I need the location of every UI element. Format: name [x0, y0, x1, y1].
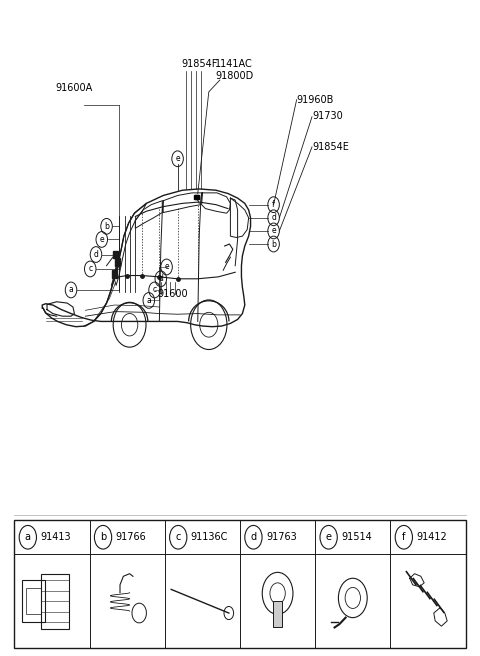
Text: c: c — [176, 532, 181, 543]
Text: d: d — [271, 213, 276, 222]
Text: 91136C: 91136C — [191, 532, 228, 543]
Bar — [112, 270, 117, 278]
Text: c: c — [153, 285, 156, 295]
Text: e: e — [325, 532, 332, 543]
Text: d: d — [94, 250, 98, 259]
Text: a: a — [69, 285, 73, 295]
Text: f: f — [402, 532, 406, 543]
Text: 91600A: 91600A — [55, 83, 93, 92]
Text: e: e — [164, 262, 169, 272]
Text: f: f — [272, 200, 275, 209]
Text: 91413: 91413 — [40, 532, 71, 543]
Text: e: e — [271, 226, 276, 236]
Text: e: e — [175, 154, 180, 163]
Text: e: e — [99, 235, 104, 244]
Bar — [41, 573, 69, 628]
Text: b: b — [271, 239, 276, 249]
Text: a: a — [25, 532, 31, 543]
Bar — [115, 258, 120, 266]
Text: a: a — [146, 296, 151, 305]
Text: 91854E: 91854E — [312, 142, 349, 152]
Text: d: d — [251, 532, 256, 543]
Bar — [113, 251, 118, 258]
Bar — [22, 580, 45, 622]
Bar — [14, 520, 466, 648]
Text: d: d — [158, 274, 163, 283]
Text: 91854F: 91854F — [181, 59, 218, 69]
Text: 91763: 91763 — [266, 532, 297, 543]
Text: 91960B: 91960B — [297, 95, 334, 105]
Text: c: c — [88, 264, 92, 274]
Text: 91800D: 91800D — [215, 71, 253, 81]
Text: 91730: 91730 — [312, 112, 343, 121]
Text: b: b — [100, 532, 106, 543]
Text: 91514: 91514 — [341, 532, 372, 543]
Text: 91766: 91766 — [116, 532, 146, 543]
Text: 1141AC: 1141AC — [215, 59, 253, 69]
Text: 91600: 91600 — [157, 289, 188, 298]
Bar — [25, 588, 41, 614]
Text: 91412: 91412 — [416, 532, 447, 543]
Bar — [273, 601, 282, 627]
Text: b: b — [104, 222, 109, 231]
